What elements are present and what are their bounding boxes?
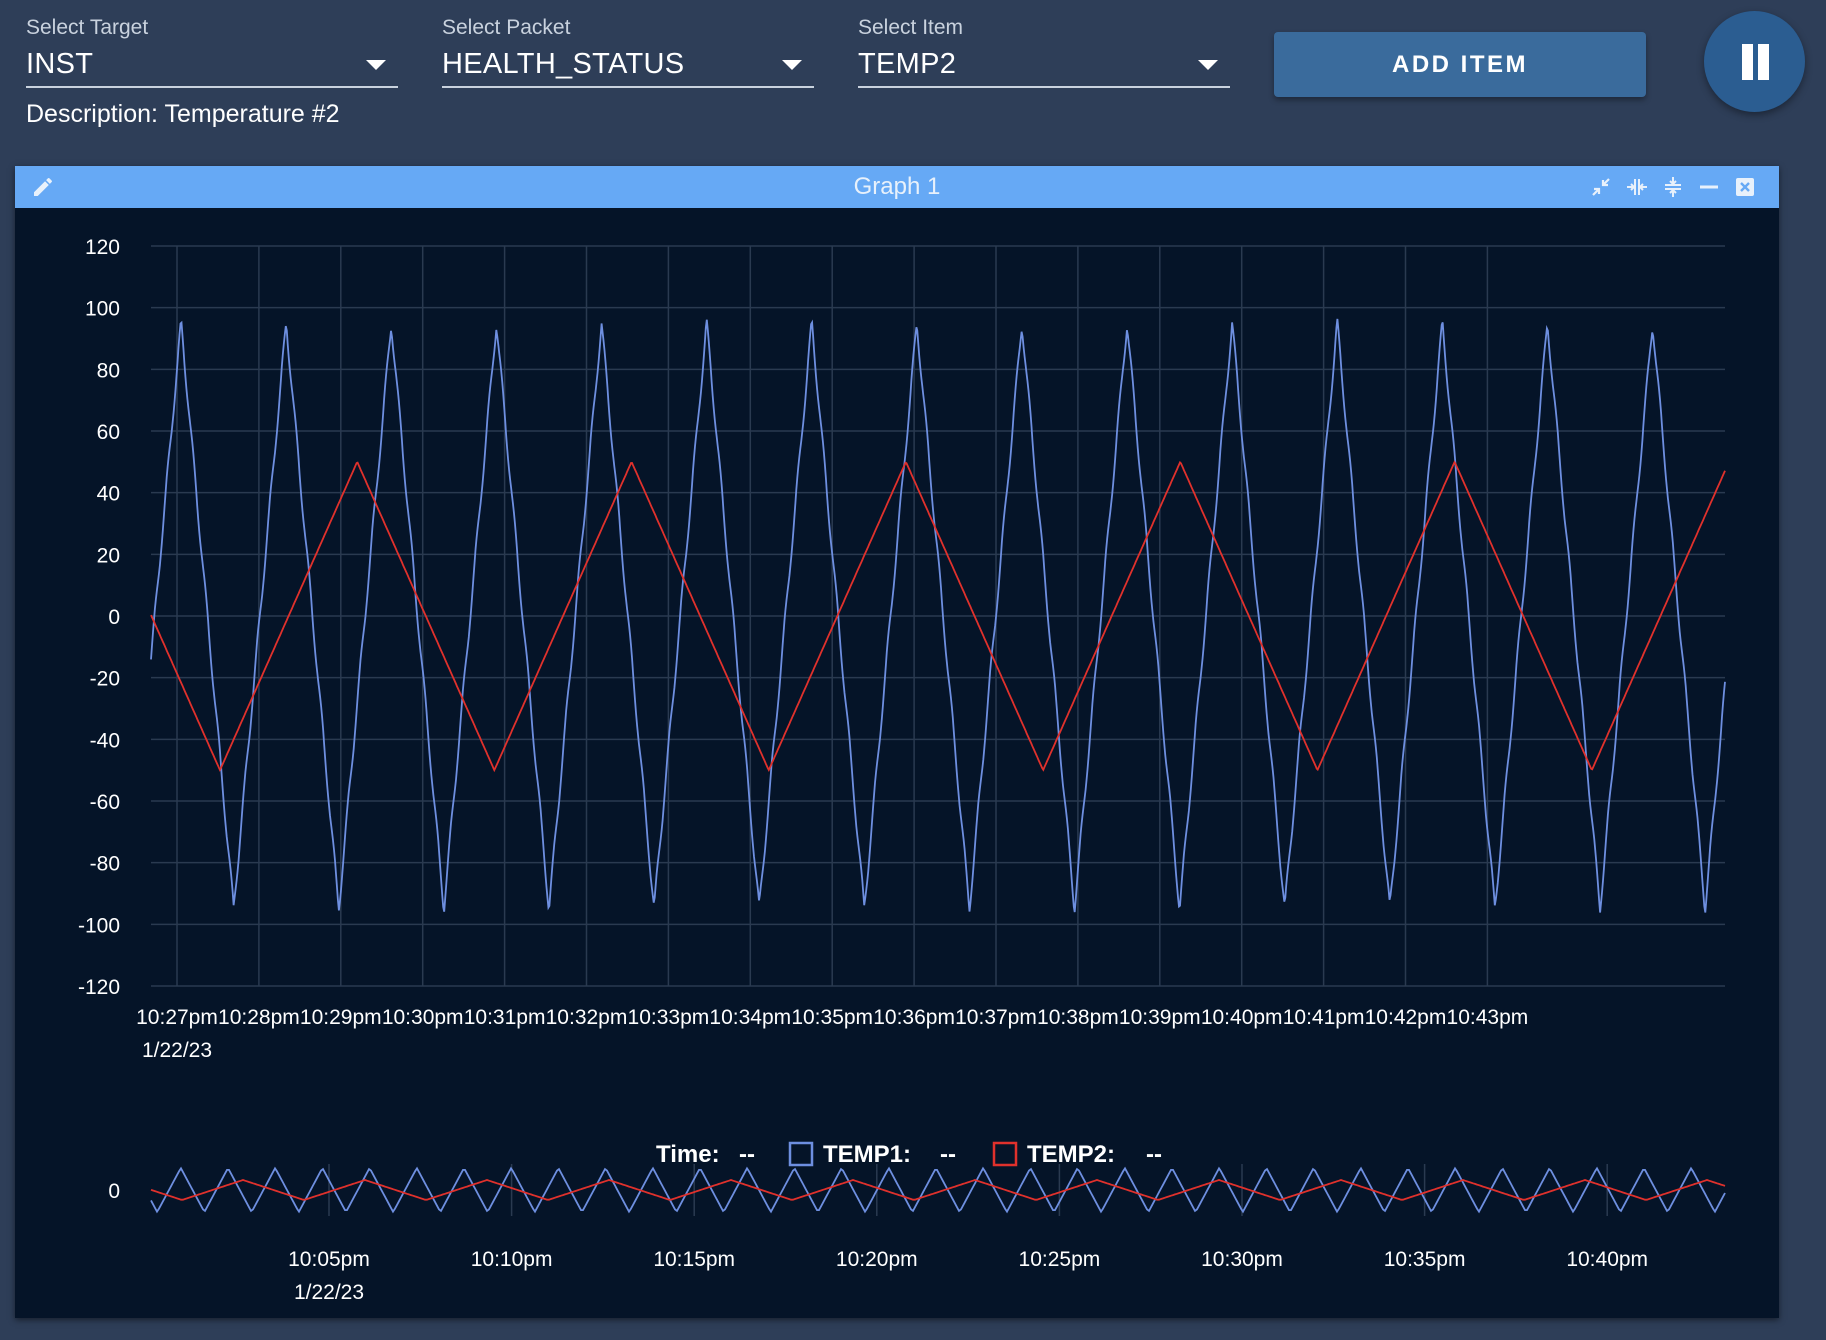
overview-axis: 0 10:05pm 1/22/23 10:10pm 10:15pm 10:20pm 10:2… — [108, 1164, 1648, 1304]
target-selector-label: Select Target — [26, 16, 149, 39]
overview-x-tick-label: 10:40pm — [1566, 1248, 1648, 1271]
overview-x-date-label: 1/22/23 — [294, 1281, 364, 1304]
target-selector-value: INST — [26, 48, 94, 80]
y-tick-label: 20 — [97, 544, 120, 567]
x-tick-label: 10:43pm — [1447, 1006, 1529, 1029]
x-tick-label: 10:28pm — [218, 1006, 300, 1029]
y-tick-label: 120 — [85, 236, 120, 259]
x-tick-label: 10:36pm — [873, 1006, 955, 1029]
x-tick-label: 10:41pm — [1283, 1006, 1365, 1029]
x-tick-label: 10:40pm — [1201, 1006, 1283, 1029]
overview-x-tick-label: 10:35pm — [1384, 1248, 1466, 1271]
x-tick-label: 10:38pm — [1037, 1006, 1119, 1029]
y-tick-label: -20 — [90, 668, 120, 691]
y-tick-label: 100 — [85, 298, 120, 321]
collapse-icon[interactable] — [1589, 175, 1613, 199]
overview-y-tick-label: 0 — [108, 1180, 120, 1203]
target-select-field[interactable]: INST — [26, 42, 398, 88]
item-selector-value: TEMP2 — [858, 48, 957, 80]
main-x-axis: 10:27pm 1/22/23 10:28pm 10:29pm 10:30pm 10:31… — [136, 1006, 1528, 1062]
compress-vertical-icon[interactable] — [1661, 175, 1685, 199]
x-tick-label: 10:31pm — [464, 1006, 546, 1029]
graph-title: Graph 1 — [853, 173, 941, 200]
x-tick-label: 10:29pm — [300, 1006, 382, 1029]
item-selector[interactable]: Select Item TEMP2 — [858, 14, 1230, 88]
y-tick-label: -100 — [78, 914, 120, 937]
graph-card: Graph 1 120 100 80 60 40 20 0 -20 -40 -60 -80 -100 -… — [15, 166, 1779, 1318]
chevron-down-icon[interactable] — [366, 60, 386, 70]
item-description: Description: Temperature #2 — [26, 100, 340, 128]
packet-selector-value: HEALTH_STATUS — [442, 48, 685, 80]
x-tick-label: 10:30pm — [382, 1006, 464, 1029]
x-tick-label: 10:42pm — [1365, 1006, 1447, 1029]
legend-time-value: -- — [739, 1141, 755, 1168]
x-tick-label: 10:39pm — [1119, 1006, 1201, 1029]
series-line-temp2 — [150, 460, 1726, 773]
overview-series-temp2 — [150, 1179, 1726, 1201]
x-tick-label: 10:33pm — [628, 1006, 710, 1029]
overview-x-tick-label: 10:30pm — [1201, 1248, 1283, 1271]
target-selector[interactable]: Select Target INST — [26, 14, 398, 88]
x-date-label: 1/22/23 — [142, 1039, 212, 1062]
overview-series — [150, 1166, 1726, 1214]
x-tick-label: 10:37pm — [955, 1006, 1037, 1029]
legend-temp2-swatch[interactable] — [992, 1141, 1018, 1167]
y-tick-label: 40 — [97, 483, 120, 506]
overview-x-tick-label: 10:10pm — [471, 1248, 553, 1271]
legend-temp1-swatch[interactable] — [788, 1141, 814, 1167]
y-tick-label: -60 — [90, 791, 120, 814]
x-tick-label: 10:27pm — [136, 1006, 218, 1029]
overview-x-tick-label: 10:15pm — [653, 1248, 735, 1271]
graph-plot[interactable]: 120 100 80 60 40 20 0 -20 -40 -60 -80 -100 -120 10:2… — [15, 208, 1779, 1318]
y-tick-label: 0 — [108, 606, 120, 629]
main-chart-series — [150, 318, 1726, 913]
x-tick-label: 10:32pm — [546, 1006, 628, 1029]
overview-x-tick-label: 10:05pm — [288, 1248, 370, 1271]
item-selector-label: Select Item — [858, 16, 964, 39]
overview-series-temp1 — [150, 1166, 1726, 1214]
y-tick-label: -120 — [78, 976, 120, 999]
y-tick-label: -40 — [90, 729, 120, 752]
series-line-temp1 — [150, 318, 1726, 913]
chart-legend: Time: -- TEMP1: -- TEMP2: -- — [656, 1141, 1162, 1168]
overview-x-tick-label: 10:25pm — [1019, 1248, 1101, 1271]
pause-button[interactable] — [1704, 11, 1805, 112]
pencil-icon[interactable] — [31, 175, 55, 199]
legend-time-label: Time: — [656, 1141, 720, 1168]
item-select-field[interactable]: TEMP2 — [858, 42, 1230, 88]
y-tick-label: 60 — [97, 421, 120, 444]
packet-select-field[interactable]: HEALTH_STATUS — [442, 42, 814, 88]
overview-x-tick-label: 10:20pm — [836, 1248, 918, 1271]
main-y-axis: 120 100 80 60 40 20 0 -20 -40 -60 -80 -100 -120 — [78, 236, 120, 999]
minimize-icon[interactable] — [1697, 175, 1721, 199]
add-item-button[interactable]: ADD ITEM — [1274, 32, 1646, 97]
packet-selector[interactable]: Select Packet HEALTH_STATUS — [442, 14, 814, 88]
close-icon[interactable] — [1733, 175, 1757, 199]
y-tick-label: 80 — [97, 359, 120, 382]
legend-temp2-label: TEMP2: — [1027, 1141, 1115, 1168]
chevron-down-icon[interactable] — [1198, 60, 1218, 70]
chevron-down-icon[interactable] — [782, 60, 802, 70]
compress-horizontal-icon[interactable] — [1625, 175, 1649, 199]
packet-selector-label: Select Packet — [442, 16, 571, 39]
x-tick-label: 10:34pm — [709, 1006, 791, 1029]
legend-temp1-label: TEMP1: — [823, 1141, 911, 1168]
x-tick-label: 10:35pm — [791, 1006, 873, 1029]
legend-temp2-value: -- — [1146, 1141, 1162, 1168]
legend-temp1-value: -- — [940, 1141, 956, 1168]
y-tick-label: -80 — [90, 853, 120, 876]
graph-header[interactable]: Graph 1 — [15, 166, 1779, 208]
